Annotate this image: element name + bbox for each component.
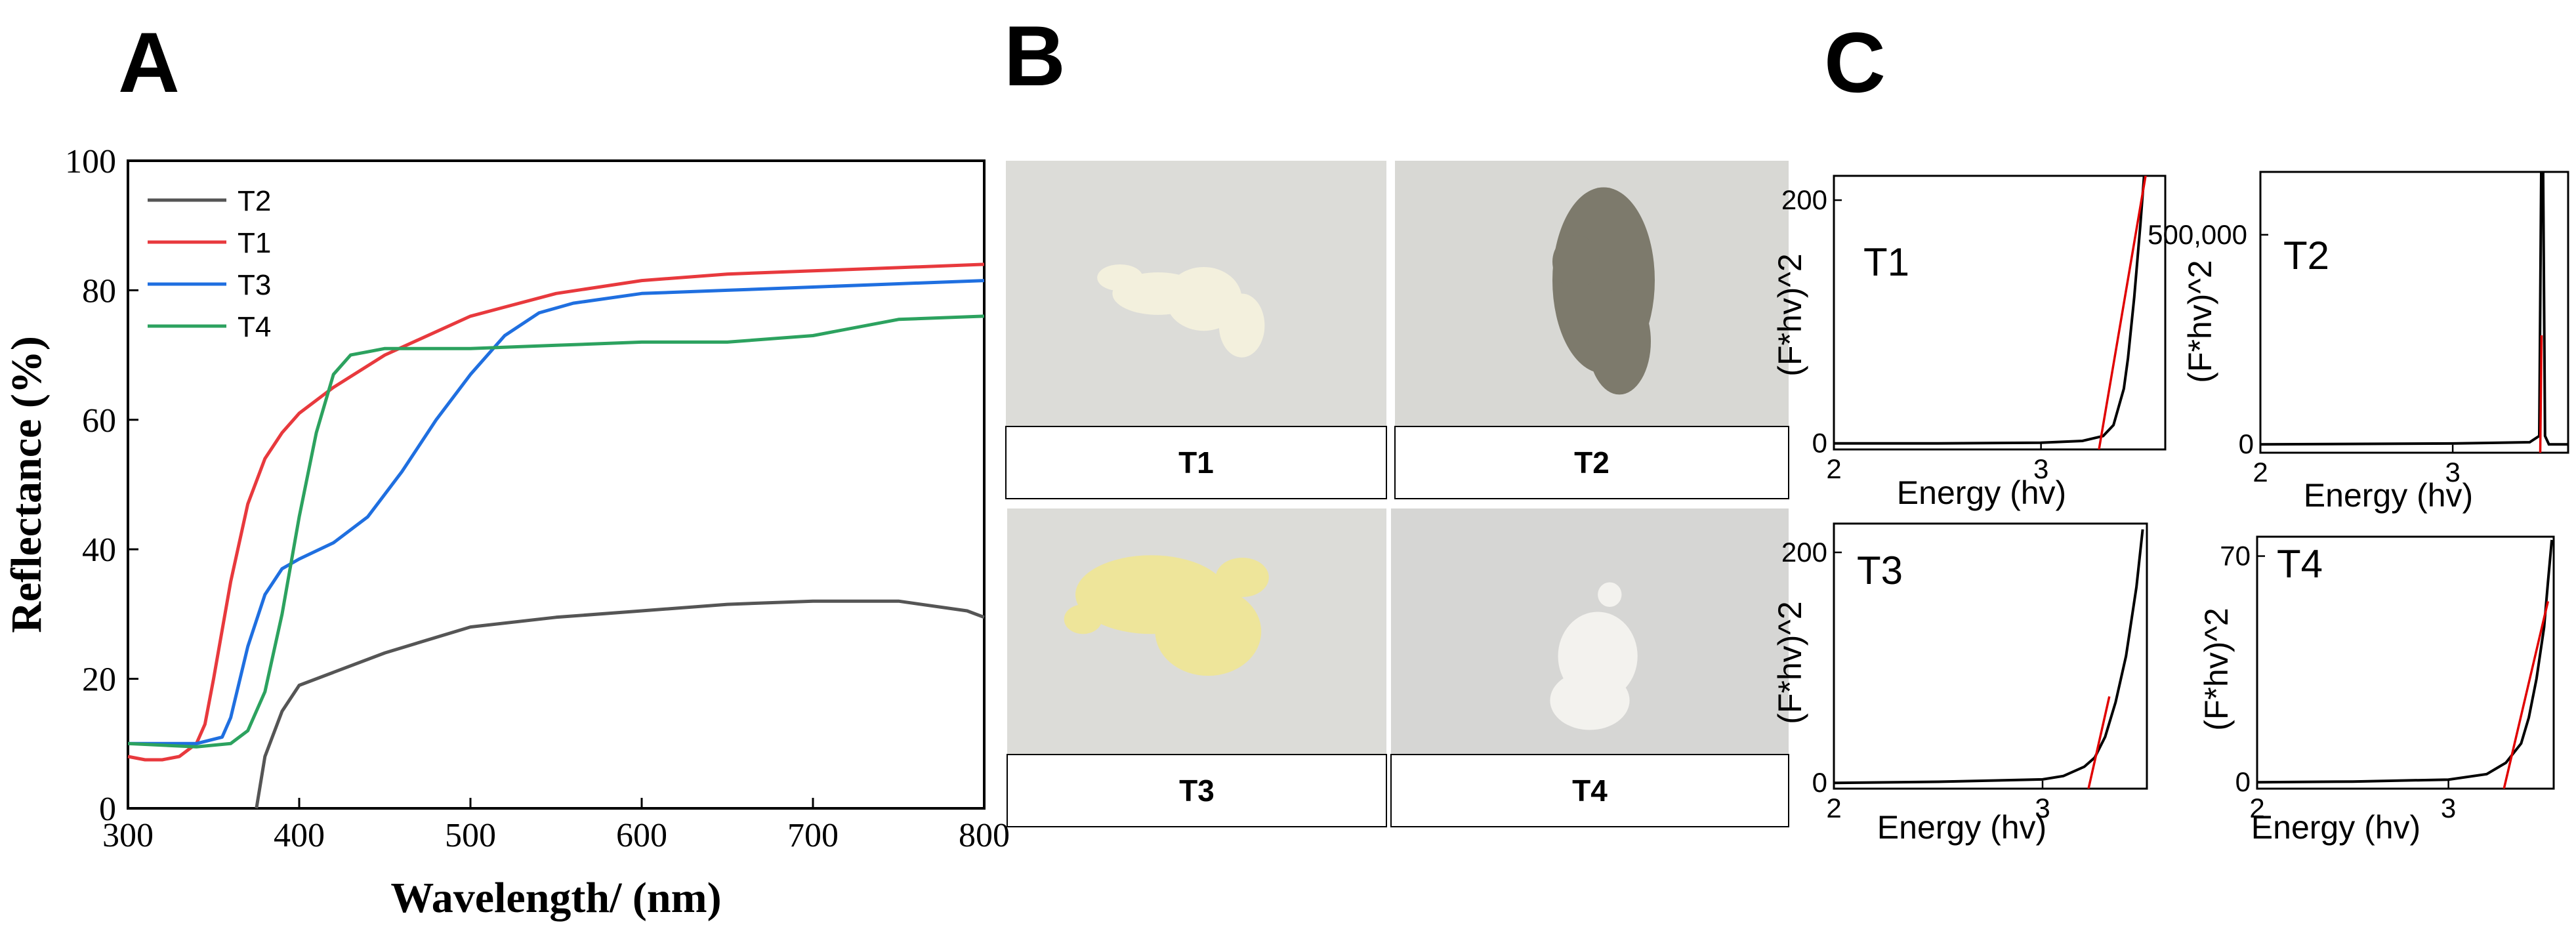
plot-title: T3 [1857,549,1903,592]
series-line-T2 [255,599,985,809]
y-tick-label: 60 [82,402,116,440]
x-axis-title: Wavelength/ (nm) [390,874,721,922]
x-tick-label: 2 [1826,453,1841,484]
x-tick-label: 2 [2249,793,2264,823]
x-tick-label: 2 [1826,793,1841,823]
x-axis-title: Energy (hv) [2251,809,2420,846]
powder-sample [1550,671,1630,730]
y-tick-label: 0 [1812,767,1827,798]
photo-label-text: T2 [1574,446,1610,480]
y-tick-label: 0 [2239,428,2254,459]
y-axis-title: (F*hv)^2 [2198,608,2235,730]
y-tick-label: 100 [65,143,116,180]
tangent-fit-line [2098,176,2147,449]
y-axis-title: (F*hv)^2 [1772,601,1808,724]
x-tick-label: 3 [2441,793,2456,823]
powder-sample [1064,604,1102,634]
y-tick-label: 200 [1781,184,1827,215]
y-tick-label: 70 [2220,541,2251,571]
x-tick-label: 800 [959,817,1010,854]
y-tick-label: 80 [82,272,116,310]
y-tick-label: 0 [1812,428,1827,459]
photo-label-text: T4 [1572,774,1608,808]
powder-sample [1552,235,1600,289]
x-tick-label: 400 [274,817,325,854]
powder-sample [1218,293,1265,358]
y-axis-title: (F*hv)^2 [2182,260,2218,383]
tauc-plot-T2: 2 3 0 500,000 T2 Energy (hv) (F*hv)^2 [2148,171,2569,514]
plot-title: T1 [1863,240,1909,284]
plot-frame [2259,171,2569,454]
panel-letter-c: C [1824,14,1886,110]
x-tick-label: 3 [2445,457,2460,487]
plot-frame [1833,175,2167,451]
x-tick-label: 600 [616,817,667,854]
photo-label-text: T3 [1179,774,1215,808]
x-tick-label: 500 [445,817,496,854]
plot-frame [2256,535,2555,790]
data-curve [1834,176,2146,445]
series-line-T3 [128,279,985,745]
plot-frame [1833,522,2148,790]
y-tick-label: 500,000 [2148,219,2247,250]
tauc-plot-T4: 2 3 0 70 T4 Energy (hv) (F*hv)^2 [2198,535,2555,846]
x-axis-title: Energy (hv) [2304,477,2473,514]
plot-title: T2 [2283,234,2329,278]
sample-photo-grid: T1 T2 T3 T4 [1005,161,1789,827]
powder-sample [1155,587,1262,676]
x-axis-title: Energy (hv) [1897,474,2066,511]
x-axis-title: Energy (hv) [1877,809,2046,846]
series-line-T4 [127,314,985,749]
legend-label: T3 [238,269,271,301]
y-tick-label: 0 [99,791,116,828]
legend-label: T4 [238,311,271,343]
powder-sample [1598,582,1622,607]
legend-label: T1 [238,227,271,259]
y-tick-label: 200 [1781,537,1827,568]
powder-sample [1588,288,1651,395]
x-tick-label: 2 [2253,457,2268,487]
panel-letter-b: B [1004,8,1066,104]
x-tick-label: 3 [2033,453,2048,484]
x-tick-label: 300 [102,817,154,854]
tauc-plot-T3: 2 3 0 200 T3 Energy (hv) (F*hv)^2 [1772,522,2148,846]
plot-title: T4 [2277,542,2323,586]
panel-letter-a: A [118,14,180,110]
y-tick-label: 40 [82,531,116,569]
powder-sample [1097,264,1143,291]
x-tick-label: 3 [2035,793,2050,823]
plot-frame [127,159,986,810]
tangent-fit-line [2503,601,2550,789]
reflectance-chart: 300 400 500 600 700 800 0 20 40 60 80 100 Wavelength… [3,143,1010,922]
y-axis-title: Reflectance (%) [3,336,51,633]
powder-sample [1215,558,1269,597]
photo-label-box [1007,754,1387,827]
photo-label-box [1005,426,1387,499]
x-tick-label: 700 [787,817,839,854]
series-line-T1 [127,262,985,762]
y-axis-title: (F*hv)^2 [1772,253,1808,376]
tauc-plot-T1: 2 3 0 200 T1 Energy (hv) (F*hv)^2 [1772,175,2167,511]
y-tick-label: 0 [2235,766,2251,797]
tangent-fit-line [2087,696,2111,789]
y-tick-label: 20 [82,661,116,699]
data-curve [2260,172,2568,446]
photo-label-box [1390,754,1789,827]
tangent-fit-line [2539,335,2543,453]
photo-label-text: T1 [1178,446,1214,480]
photo-label-box [1394,426,1789,499]
legend-label: T2 [238,185,271,217]
